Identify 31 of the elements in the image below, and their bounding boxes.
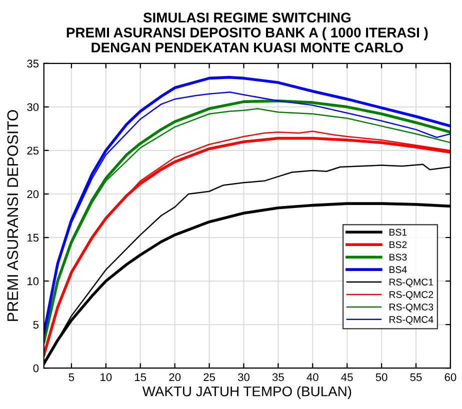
- y-tick-label: 10: [28, 277, 39, 286]
- x-tick-label: 35: [272, 373, 284, 382]
- y-axis-title: PREMI ASURANSI DEPOSITO: [7, 110, 18, 321]
- x-tick-label: 25: [204, 373, 215, 382]
- y-tick-label: 5: [33, 320, 39, 329]
- legend-label: BS3: [390, 254, 407, 261]
- x-tick-label: 10: [100, 373, 112, 382]
- legend-label: BS2: [390, 241, 407, 248]
- y-tick-label: 20: [27, 190, 39, 198]
- legend-label: RS-QMC2: [390, 291, 434, 300]
- x-tick-label: 5: [68, 373, 74, 382]
- x-tick-label: 60: [444, 373, 456, 382]
- y-tick-label: 30: [27, 103, 39, 112]
- y-tick-label: 0: [33, 364, 39, 372]
- y-tick-label: 35: [27, 60, 39, 68]
- x-tick-label: 30: [238, 373, 250, 382]
- legend-label: RS-QMC4: [390, 316, 434, 325]
- legend-label: RS-QMC3: [390, 304, 434, 312]
- x-tick-label: 45: [341, 373, 353, 382]
- x-tick-label: 15: [135, 373, 146, 382]
- x-tick-label: 50: [376, 373, 388, 382]
- x-tick-label: 40: [306, 373, 318, 382]
- x-tick-label: 55: [410, 373, 422, 382]
- legend-label: BS4: [390, 266, 407, 274]
- x-tick-label: 20: [169, 373, 181, 382]
- chart-title: SIMULASI REGIME SWITCHING PREMI ASURANSI DEPOSITO BANK A ( 1000 ITERASI ) DENGAN PENDEKATAN KUASI MONTE CARLO: [66, 12, 428, 52]
- y-tick-label: 25: [27, 146, 39, 155]
- legend-label: RS-QMC1: [390, 278, 434, 288]
- y-tick-label: 15: [28, 234, 39, 242]
- x-axis-title: WAKTU JATUH TEMPO (BULAN): [142, 386, 352, 400]
- legend-label: BS1: [390, 228, 407, 236]
